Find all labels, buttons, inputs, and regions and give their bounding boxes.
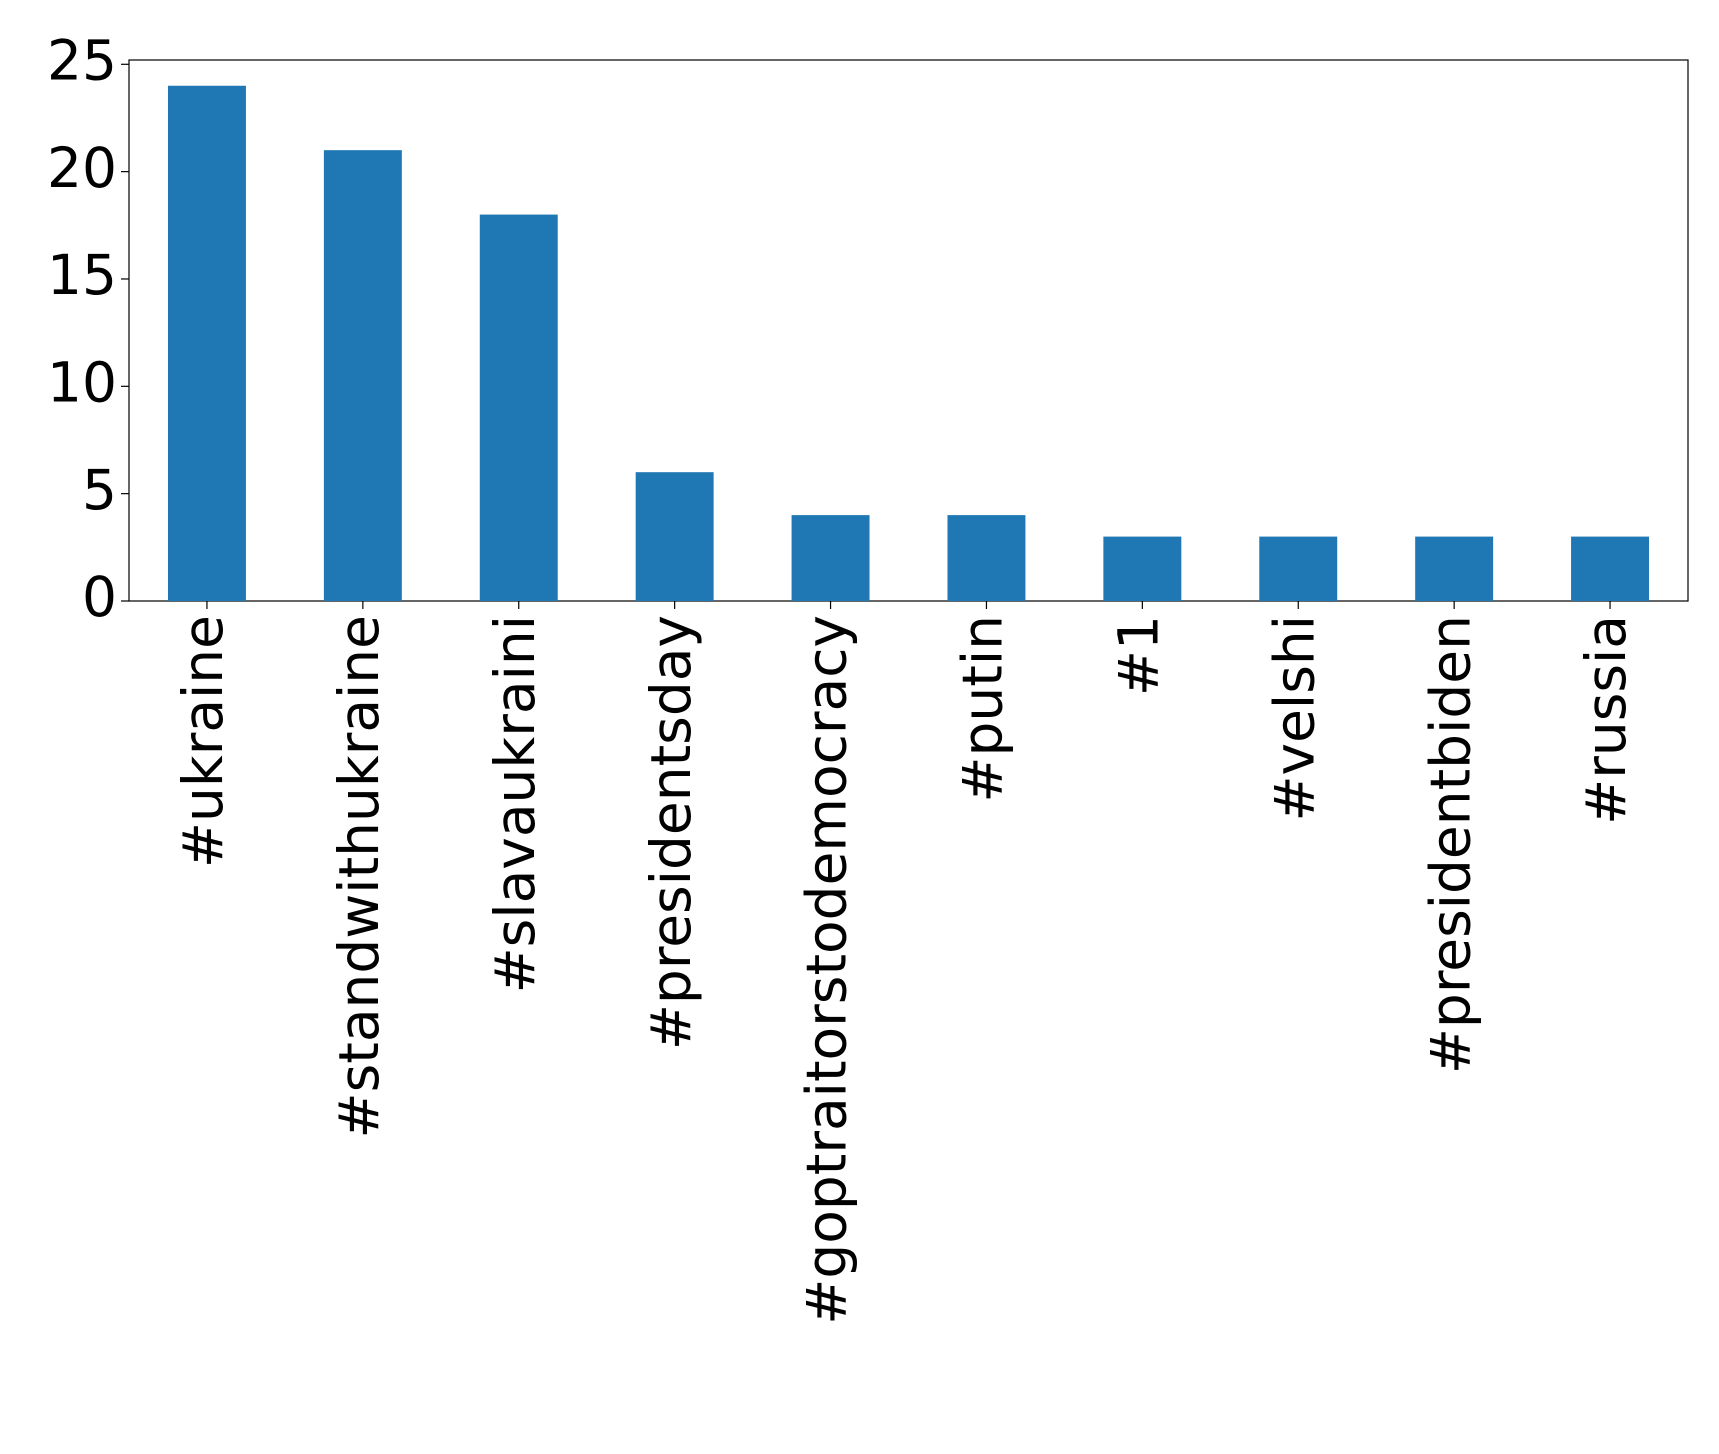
x-tick-label: #ukraine bbox=[171, 615, 235, 868]
bar bbox=[323, 150, 402, 601]
x-tick-label: #velshi bbox=[1262, 615, 1326, 822]
x-tick-label: #1 bbox=[1106, 615, 1170, 696]
plot-frame bbox=[128, 59, 1689, 602]
bar bbox=[635, 472, 714, 601]
x-tick-label: #presidentbiden bbox=[1418, 615, 1482, 1074]
y-tick-label: 5 bbox=[82, 458, 117, 522]
bar bbox=[1259, 536, 1338, 601]
bar bbox=[947, 515, 1026, 601]
x-tick-label: #presidentsday bbox=[639, 615, 703, 1050]
x-tick-label: #russia bbox=[1574, 615, 1638, 825]
x-tick-label: #putin bbox=[951, 615, 1015, 803]
y-tick-label: 0 bbox=[82, 565, 117, 629]
y-tick-label: 10 bbox=[47, 350, 117, 414]
bar bbox=[167, 85, 246, 601]
bar bbox=[791, 515, 870, 601]
y-tick-label: 15 bbox=[47, 243, 117, 307]
x-tick-label: #goptraitorstodemocracy bbox=[795, 615, 859, 1325]
bar bbox=[1103, 536, 1182, 601]
bar bbox=[479, 214, 558, 602]
y-tick-label: 20 bbox=[47, 136, 117, 200]
bar bbox=[1571, 536, 1650, 601]
x-tick-label: #slavaukraini bbox=[483, 615, 547, 993]
bar bbox=[1415, 536, 1494, 601]
y-tick-label: 25 bbox=[47, 28, 117, 92]
x-tick-label: #standwithukraine bbox=[327, 615, 391, 1138]
